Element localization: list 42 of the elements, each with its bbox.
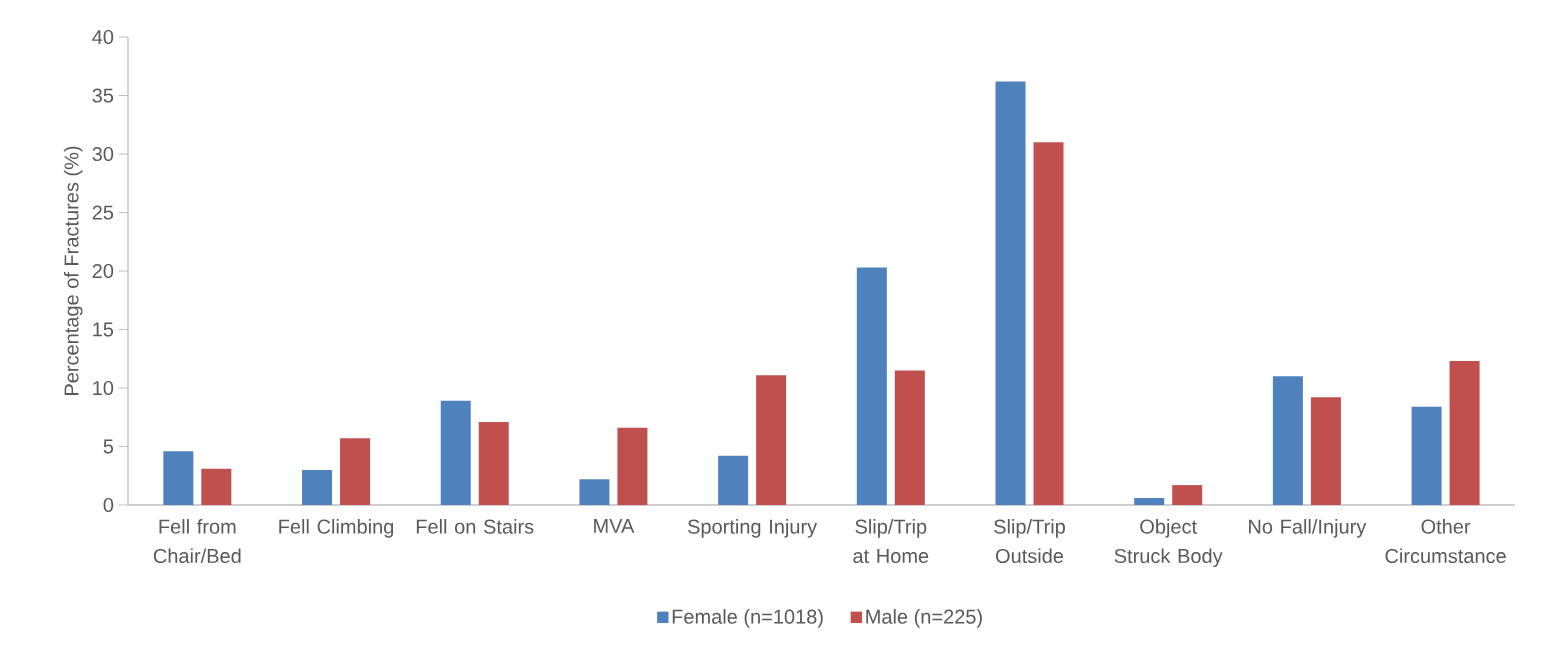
- y-tick-label: 0: [103, 497, 114, 513]
- x-tick-label: Slip/Trip at Home: [853, 519, 929, 564]
- y-tick-label: 25: [92, 205, 114, 220]
- y-tick-label: 5: [103, 439, 114, 454]
- x-tick-label: Fell from Chair/Bed: [153, 519, 241, 564]
- y-tick-label: 20: [92, 263, 114, 279]
- bar: [1134, 497, 1165, 505]
- bar: [856, 267, 887, 505]
- x-tick-label: Sporting Injury: [687, 519, 818, 538]
- x-tick-label: Object Struck Body: [1114, 519, 1223, 568]
- bar: [1411, 406, 1442, 505]
- x-tick-label: Fell Climbing: [279, 519, 394, 538]
- legend-label: Male (n=225): [866, 609, 982, 628]
- bar: [478, 421, 509, 505]
- y-axis-title: Percentage of Fractures (%): [63, 146, 83, 395]
- x-tick-label: MVA: [594, 519, 635, 533]
- bar: [340, 438, 371, 505]
- bar: [1272, 376, 1303, 505]
- bar: [894, 370, 925, 505]
- bar: [995, 81, 1026, 505]
- bar: [201, 468, 232, 505]
- y-tick-label: 30: [92, 146, 114, 162]
- bar: [302, 469, 333, 505]
- y-tick-label: 10: [93, 380, 114, 396]
- bar: [579, 479, 610, 505]
- x-tick-label: Other Circumstance: [1385, 519, 1506, 564]
- y-tick-label: 35: [92, 88, 114, 103]
- bar: [1033, 142, 1064, 505]
- x-tick-label: Slip/Trip Outside: [994, 519, 1065, 564]
- bar: [1310, 397, 1341, 505]
- x-tick-label: Fell on Stairs: [416, 519, 534, 534]
- bar: [1449, 361, 1480, 505]
- x-tick-label: No Fall/Injury: [1249, 519, 1367, 538]
- bar: [440, 400, 471, 505]
- bar: [1172, 485, 1203, 505]
- y-tick-label: 40: [92, 29, 114, 45]
- bar: [756, 375, 787, 505]
- y-tick-label: 15: [93, 322, 114, 337]
- bar: [163, 451, 194, 505]
- bar: [617, 427, 648, 505]
- legend-label: Female (n=1018): [672, 609, 823, 628]
- bar: [718, 455, 749, 505]
